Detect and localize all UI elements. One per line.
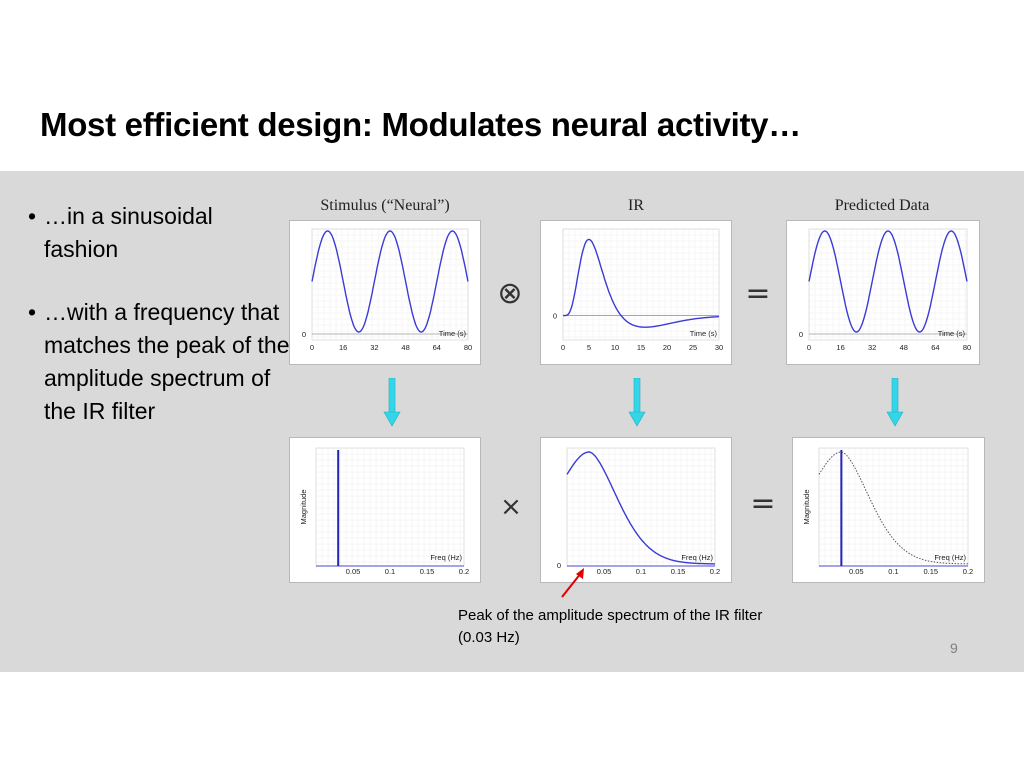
bullet-dot: •	[28, 203, 37, 229]
stimulus-freq-svg: 0.05 0.1 0.15 0.2 Freq (Hz) Magnitude	[299, 447, 469, 576]
x-axis-label: Time (s)	[690, 329, 718, 338]
x-tick-label: 0.15	[420, 567, 435, 576]
x-tick-label: 80	[464, 343, 472, 352]
x-tick-label: 80	[963, 343, 971, 352]
spectrum-dotted-series	[818, 451, 968, 565]
x-tick-label: 0	[310, 343, 314, 352]
x-tick-label: 5	[587, 343, 591, 352]
impulse-response-series	[563, 238, 720, 328]
x-tick-label: 20	[663, 343, 671, 352]
predicted-time-plot: 0 0 16 32 48 64 80 Time (s)	[786, 220, 980, 365]
x-tick-label: 0.05	[849, 567, 864, 576]
ir-time-plot: 0 0 5 10 15 20 25 30 Time (s)	[540, 220, 732, 365]
x-tick-label: 0.1	[385, 567, 395, 576]
down-arrow-icon	[628, 378, 646, 427]
sinusoid-series	[808, 230, 968, 333]
bullet-item: • …with a frequency that matches the pea…	[28, 296, 290, 428]
x-tick-label: 15	[637, 343, 645, 352]
multiply-operator: ×	[500, 492, 522, 522]
down-arrow-icon	[886, 378, 904, 427]
ir-freq-svg: 0.05 0.1 0.15 0.2 Freq (Hz) 0	[557, 447, 720, 576]
x-axis-label: Freq (Hz)	[430, 553, 462, 562]
x-tick-label: 48	[900, 343, 908, 352]
x-tick-label: 16	[339, 343, 347, 352]
slide-title: Most efficient design: Modulates neural …	[40, 106, 801, 143]
y-tick-label: 0	[557, 561, 561, 570]
stimulus-time-svg: 00 16 32 48 64 80 Time (s)	[302, 228, 472, 352]
x-tick-label: 32	[370, 343, 378, 352]
x-axis-label: Time (s)	[439, 329, 467, 338]
down-arrow-icon	[383, 378, 401, 427]
peak-caption: Peak of the amplitude spectrum of the IR…	[458, 607, 763, 646]
predicted-freq-plot: 0.05 0.1 0.15 0.2 Freq (Hz) Magnitude	[792, 437, 985, 583]
stimulus-freq-plot: 0.05 0.1 0.15 0.2 Freq (Hz) Magnitude	[289, 437, 481, 583]
y-axis-label: Magnitude	[802, 489, 811, 524]
ir-freq-plot: 0.05 0.1 0.15 0.2 Freq (Hz) 0	[540, 437, 732, 583]
y-tick-label: 0	[302, 330, 306, 339]
plot-frame	[808, 228, 968, 341]
page-number: 9	[950, 640, 958, 656]
x-axis-label: Freq (Hz)	[681, 553, 713, 562]
x-tick-label: 16	[836, 343, 844, 352]
plot-frame	[311, 228, 469, 341]
annotation-arrow-icon	[561, 568, 584, 598]
sinusoid-series	[311, 230, 469, 333]
bullet-item: • …in a sinusoidal fashion	[28, 200, 290, 266]
x-tick-label: 0	[561, 343, 565, 352]
bullet-text: …in a sinusoidal fashion	[44, 203, 213, 262]
x-axis-label: Time (s)	[938, 329, 966, 338]
x-tick-label: 0	[807, 343, 811, 352]
equals-operator-bottom: =	[750, 486, 776, 521]
y-tick-label: 0	[799, 330, 803, 339]
x-axis-label: Freq (Hz)	[934, 553, 966, 562]
x-tick-label: 0.05	[346, 567, 361, 576]
x-tick-label: 10	[611, 343, 619, 352]
x-tick-label: 64	[433, 343, 441, 352]
x-tick-label: 48	[401, 343, 409, 352]
x-tick-label: 0.1	[636, 567, 646, 576]
x-tick-label: 32	[868, 343, 876, 352]
predicted-column-title: Predicted Data	[834, 197, 930, 214]
x-tick-label: 64	[931, 343, 939, 352]
y-tick-label: 0	[553, 312, 557, 321]
x-tick-label: 0.1	[888, 567, 898, 576]
amplitude-spectrum-series	[566, 451, 715, 565]
x-tick-label: 30	[715, 343, 723, 352]
ir-column-title: IR	[628, 197, 644, 214]
bullet-dot: •	[28, 299, 37, 325]
x-tick-label: 25	[689, 343, 697, 352]
equals-operator-top: =	[745, 276, 771, 311]
bullet-text: …with a frequency that matches the peak …	[44, 299, 290, 424]
plot-frame	[562, 228, 720, 341]
convolution-operator: ⊗	[497, 276, 523, 311]
predicted-time-svg: 00 16 32 48 64 80 Time (s)	[799, 228, 971, 352]
x-tick-label: 0.2	[710, 567, 720, 576]
x-tick-label: 0.2	[963, 567, 973, 576]
y-axis-label: Magnitude	[299, 489, 308, 524]
stimulus-time-plot: 0 0 16 32 48 64 80 Time (s)	[289, 220, 481, 365]
x-tick-label: 0.15	[923, 567, 938, 576]
predicted-freq-svg: 0.05 0.1 0.15 0.2 Freq (Hz) Magnitude	[802, 447, 973, 576]
bullet-list: • …in a sinusoidal fashion • …with a fre…	[28, 200, 290, 458]
x-tick-label: 0.05	[597, 567, 612, 576]
x-tick-label: 0.15	[671, 567, 686, 576]
ir-time-svg: 0 0 5 10 15 20 25 30 Time (s)	[553, 228, 723, 352]
stimulus-column-title: Stimulus (“Neural”)	[320, 197, 450, 214]
x-tick-label: 0.2	[459, 567, 469, 576]
